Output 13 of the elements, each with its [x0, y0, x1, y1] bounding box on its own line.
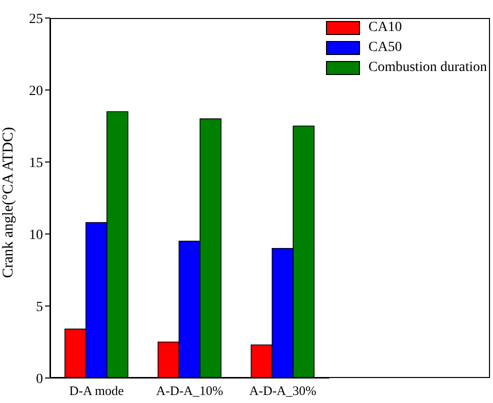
y-tick-label: 25: [29, 12, 43, 27]
y-tick-label: 15: [29, 156, 43, 171]
legend-label: CA50: [368, 40, 402, 56]
x-tick-label: A-D-A_10%: [156, 383, 224, 398]
x-tick-label: D-A mode: [69, 383, 124, 398]
y-axis-title: Crank angle(°CA ATDC): [0, 127, 16, 278]
legend-label: Combustion duration: [368, 60, 487, 76]
x-tick-label: A-D-A_30%: [249, 383, 317, 398]
legend-label: CA10: [368, 20, 402, 36]
y-tick-label: 0: [36, 372, 43, 387]
y-tick-label: 20: [29, 84, 43, 99]
y-tick-label: 5: [36, 300, 43, 315]
y-tick-label: 10: [29, 228, 43, 243]
